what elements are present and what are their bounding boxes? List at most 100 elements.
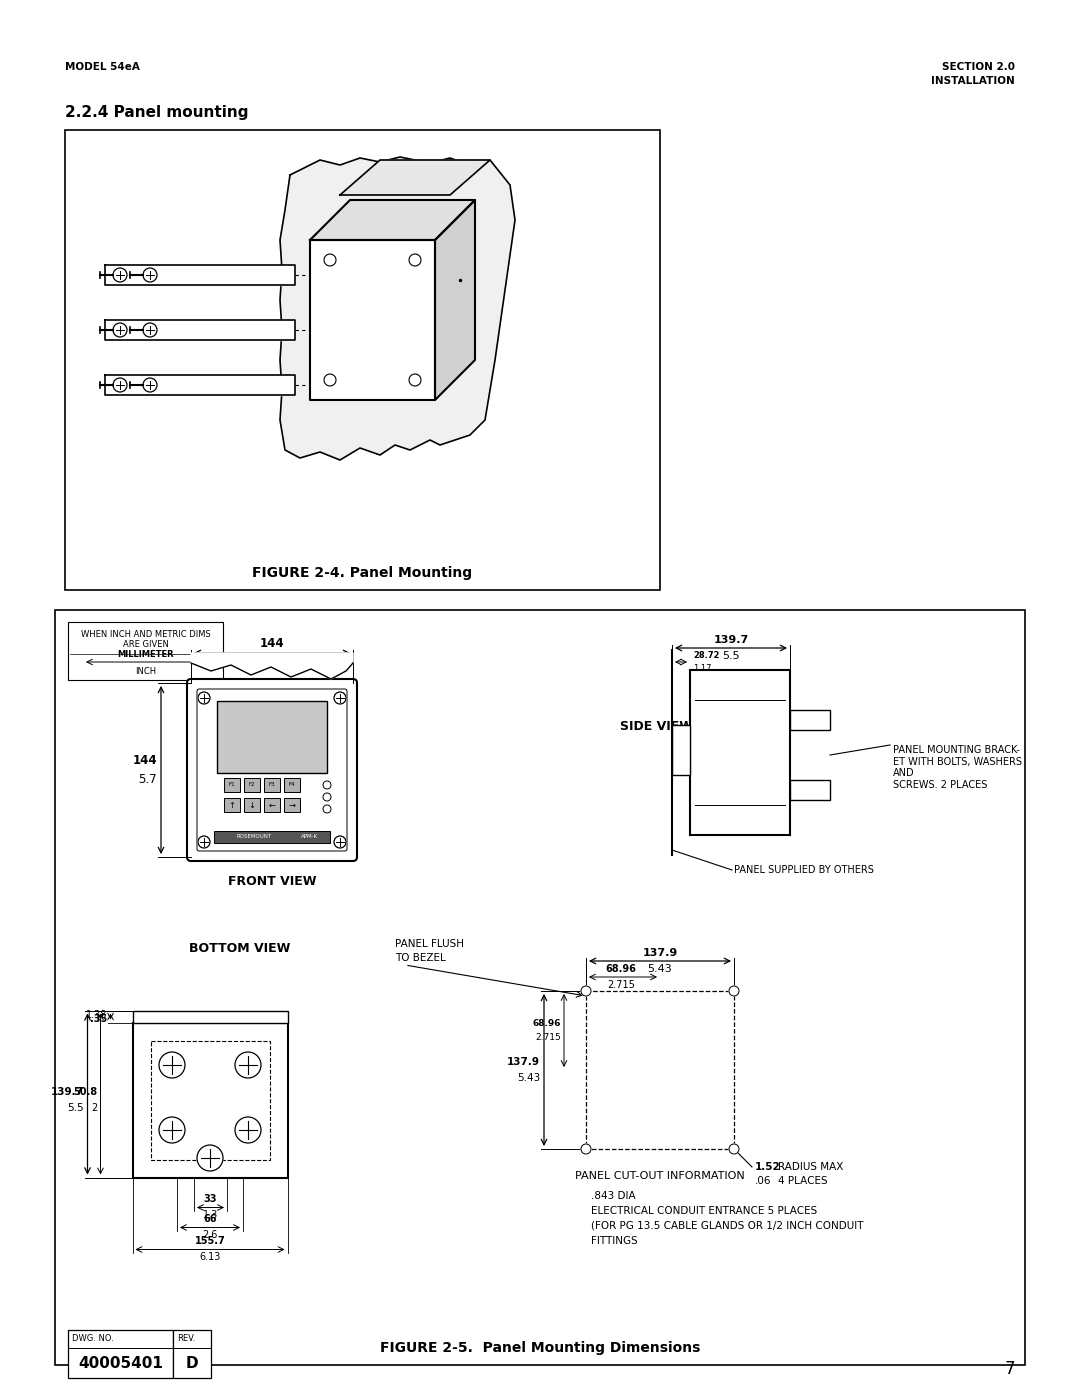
Circle shape <box>729 986 739 996</box>
Circle shape <box>324 374 336 386</box>
Text: 5.7: 5.7 <box>262 655 281 668</box>
Text: 1.17: 1.17 <box>693 664 712 673</box>
Text: SIDE VIEW: SIDE VIEW <box>620 719 693 733</box>
Text: APM-K: APM-K <box>301 834 319 840</box>
Text: 139.7: 139.7 <box>714 636 748 645</box>
Text: PANEL MOUNTING BRACK-
ET WITH BOLTS, WASHERS
AND
SCREWS. 2 PLACES: PANEL MOUNTING BRACK- ET WITH BOLTS, WAS… <box>893 745 1022 789</box>
Text: 68.96: 68.96 <box>606 964 636 974</box>
Bar <box>68 622 222 680</box>
Text: 2.715: 2.715 <box>536 1034 561 1042</box>
Bar <box>224 798 240 812</box>
Bar <box>672 725 690 775</box>
Bar <box>244 778 260 792</box>
Text: 2.715: 2.715 <box>607 981 635 990</box>
Text: F4: F4 <box>288 782 295 788</box>
Circle shape <box>113 379 127 393</box>
Text: 7: 7 <box>1004 1361 1015 1377</box>
Text: REV.: REV. <box>177 1334 195 1343</box>
Bar <box>55 610 1025 1365</box>
Text: 66: 66 <box>203 1214 217 1225</box>
Text: 5.43: 5.43 <box>516 1073 540 1083</box>
Text: F2: F2 <box>248 782 255 788</box>
Text: →: → <box>288 800 296 809</box>
Text: FIGURE 2-5.  Panel Mounting Dimensions: FIGURE 2-5. Panel Mounting Dimensions <box>380 1341 700 1355</box>
Bar <box>173 1330 211 1377</box>
Text: 144: 144 <box>259 637 284 650</box>
Text: F3: F3 <box>269 782 275 788</box>
Text: 155.7: 155.7 <box>194 1236 226 1246</box>
Text: 2.2.4 Panel mounting: 2.2.4 Panel mounting <box>65 105 248 120</box>
Text: ARE GIVEN: ARE GIVEN <box>122 640 168 650</box>
Bar <box>65 130 660 590</box>
Polygon shape <box>340 161 490 196</box>
Circle shape <box>334 692 346 704</box>
Circle shape <box>323 781 330 789</box>
Text: 2: 2 <box>91 1104 97 1113</box>
Circle shape <box>197 1146 222 1171</box>
Circle shape <box>409 254 421 265</box>
Circle shape <box>409 374 421 386</box>
Bar <box>264 798 280 812</box>
Circle shape <box>198 692 210 704</box>
Text: 139.7: 139.7 <box>51 1087 83 1097</box>
Circle shape <box>235 1118 261 1143</box>
Text: F1: F1 <box>229 782 235 788</box>
Text: 40005401: 40005401 <box>78 1356 163 1372</box>
Polygon shape <box>191 652 353 679</box>
Bar <box>284 778 300 792</box>
Circle shape <box>143 379 157 393</box>
Text: INSTALLATION: INSTALLATION <box>931 75 1015 87</box>
Bar <box>133 1023 287 1178</box>
Text: 50.8: 50.8 <box>73 1087 97 1097</box>
Text: ←: ← <box>269 800 275 809</box>
Polygon shape <box>105 320 295 339</box>
Circle shape <box>159 1118 185 1143</box>
Text: 68.96: 68.96 <box>532 1018 561 1028</box>
Text: ROSEMOUNT: ROSEMOUNT <box>237 834 271 840</box>
Bar <box>284 798 300 812</box>
Polygon shape <box>280 156 515 460</box>
Text: FRONT VIEW: FRONT VIEW <box>228 875 316 888</box>
Text: 5.7: 5.7 <box>138 773 157 787</box>
Bar <box>217 701 327 773</box>
Text: PANEL FLUSH: PANEL FLUSH <box>395 939 464 949</box>
Circle shape <box>324 254 336 265</box>
Circle shape <box>113 323 127 337</box>
Text: FIGURE 2-4. Panel Mounting: FIGURE 2-4. Panel Mounting <box>253 566 473 580</box>
Text: 144: 144 <box>133 754 157 767</box>
Bar <box>133 1010 287 1023</box>
Text: TO BEZEL: TO BEZEL <box>395 953 446 963</box>
Polygon shape <box>105 265 295 285</box>
Text: ↑: ↑ <box>229 800 235 809</box>
Text: 28.72: 28.72 <box>693 651 719 659</box>
Circle shape <box>729 1144 739 1154</box>
Circle shape <box>235 1052 261 1078</box>
Circle shape <box>143 268 157 282</box>
Bar <box>224 778 240 792</box>
Text: INCH: INCH <box>135 666 157 676</box>
Text: 5.43: 5.43 <box>648 964 673 974</box>
Text: 2.6: 2.6 <box>202 1229 218 1239</box>
Polygon shape <box>310 200 475 240</box>
Bar <box>789 780 831 800</box>
Bar <box>214 831 330 842</box>
Text: 6.13: 6.13 <box>200 1252 220 1261</box>
Bar <box>789 710 831 731</box>
Text: 5.5: 5.5 <box>723 651 740 661</box>
Bar <box>586 990 734 1148</box>
Bar <box>244 798 260 812</box>
Text: BOTTOM VIEW: BOTTOM VIEW <box>189 942 291 956</box>
Text: 5.5: 5.5 <box>67 1104 83 1113</box>
Text: .06: .06 <box>755 1176 771 1186</box>
Text: FITTINGS: FITTINGS <box>591 1236 638 1246</box>
Circle shape <box>159 1052 185 1078</box>
Text: DWG. NO.: DWG. NO. <box>72 1334 113 1343</box>
Circle shape <box>113 268 127 282</box>
Text: .843 DIA: .843 DIA <box>591 1192 636 1201</box>
Text: WHEN INCH AND METRIC DIMS: WHEN INCH AND METRIC DIMS <box>81 630 211 638</box>
Text: ↓: ↓ <box>248 800 256 809</box>
Text: ELECTRICAL CONDUIT ENTRANCE 5 PLACES: ELECTRICAL CONDUIT ENTRANCE 5 PLACES <box>591 1206 818 1215</box>
Text: 4 PLACES: 4 PLACES <box>778 1176 827 1186</box>
Circle shape <box>334 835 346 848</box>
Text: RADIUS MAX: RADIUS MAX <box>778 1162 843 1172</box>
